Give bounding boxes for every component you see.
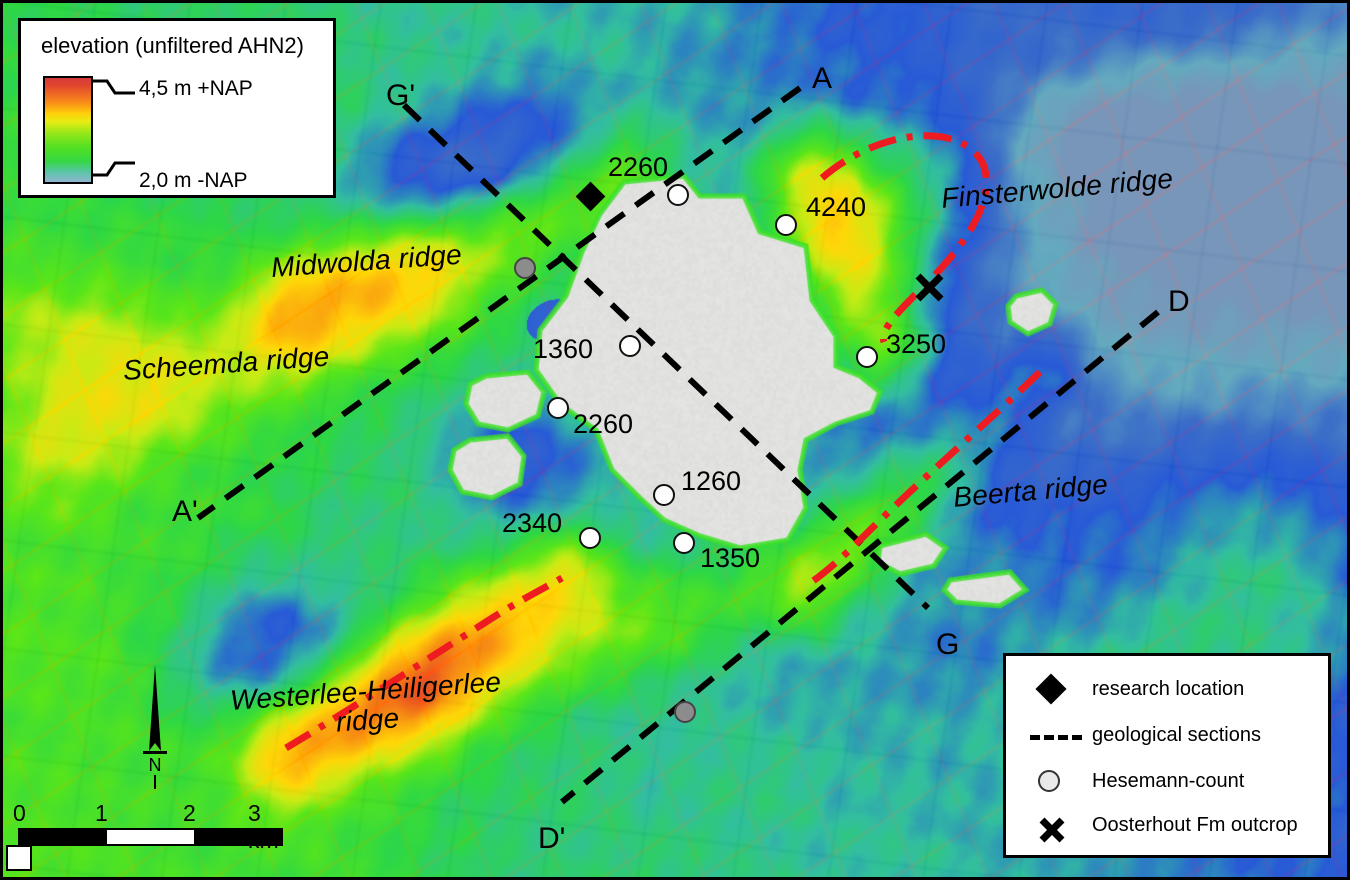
elevation-legend: elevation (unfiltered AHN2) 4,5 m +NAP 2… [18, 18, 336, 198]
legend-label-oosterhout-outcrop: Oosterhout Fm outcrop [1092, 814, 1298, 836]
scale-bar: 0 1 2 3 km [13, 800, 283, 853]
north-arrow-icon [149, 665, 161, 751]
north-arrow-label: N [148, 755, 162, 775]
scale-tick-2: 2 [183, 800, 196, 826]
north-arrow: N [135, 663, 175, 793]
legend-row-oosterhout-outcrop: Oosterhout Fm outcrop [1006, 806, 1328, 846]
elevation-legend-title: elevation (unfiltered AHN2) [41, 33, 304, 58]
legend-label-geological-sections: geological sections [1092, 724, 1261, 746]
legend-row-geological-sections: geological sections [1006, 716, 1328, 756]
legend-row-research-location: research location [1006, 670, 1328, 710]
x-icon [1028, 806, 1084, 846]
dashed-line-icon [1028, 716, 1084, 756]
legend-label-research-location: research location [1092, 678, 1245, 700]
elevation-min-label: 2,0 m -NAP [139, 169, 248, 192]
scale-tick-1: 1 [95, 800, 108, 826]
corner-marker [6, 845, 32, 871]
elevation-tick-leaders [93, 79, 135, 177]
symbol-legend: research location geological sections He… [1003, 653, 1331, 858]
elevation-max-label: 4,5 m +NAP [139, 77, 253, 100]
circle-icon [1028, 762, 1084, 802]
legend-label-hesemann-count: Hesemann-count [1092, 770, 1245, 792]
scale-tick-0: 0 [13, 800, 26, 826]
legend-row-hesemann-count: Hesemann-count [1006, 762, 1328, 802]
elevation-color-ramp [43, 76, 93, 184]
scale-bar-track [18, 828, 283, 846]
